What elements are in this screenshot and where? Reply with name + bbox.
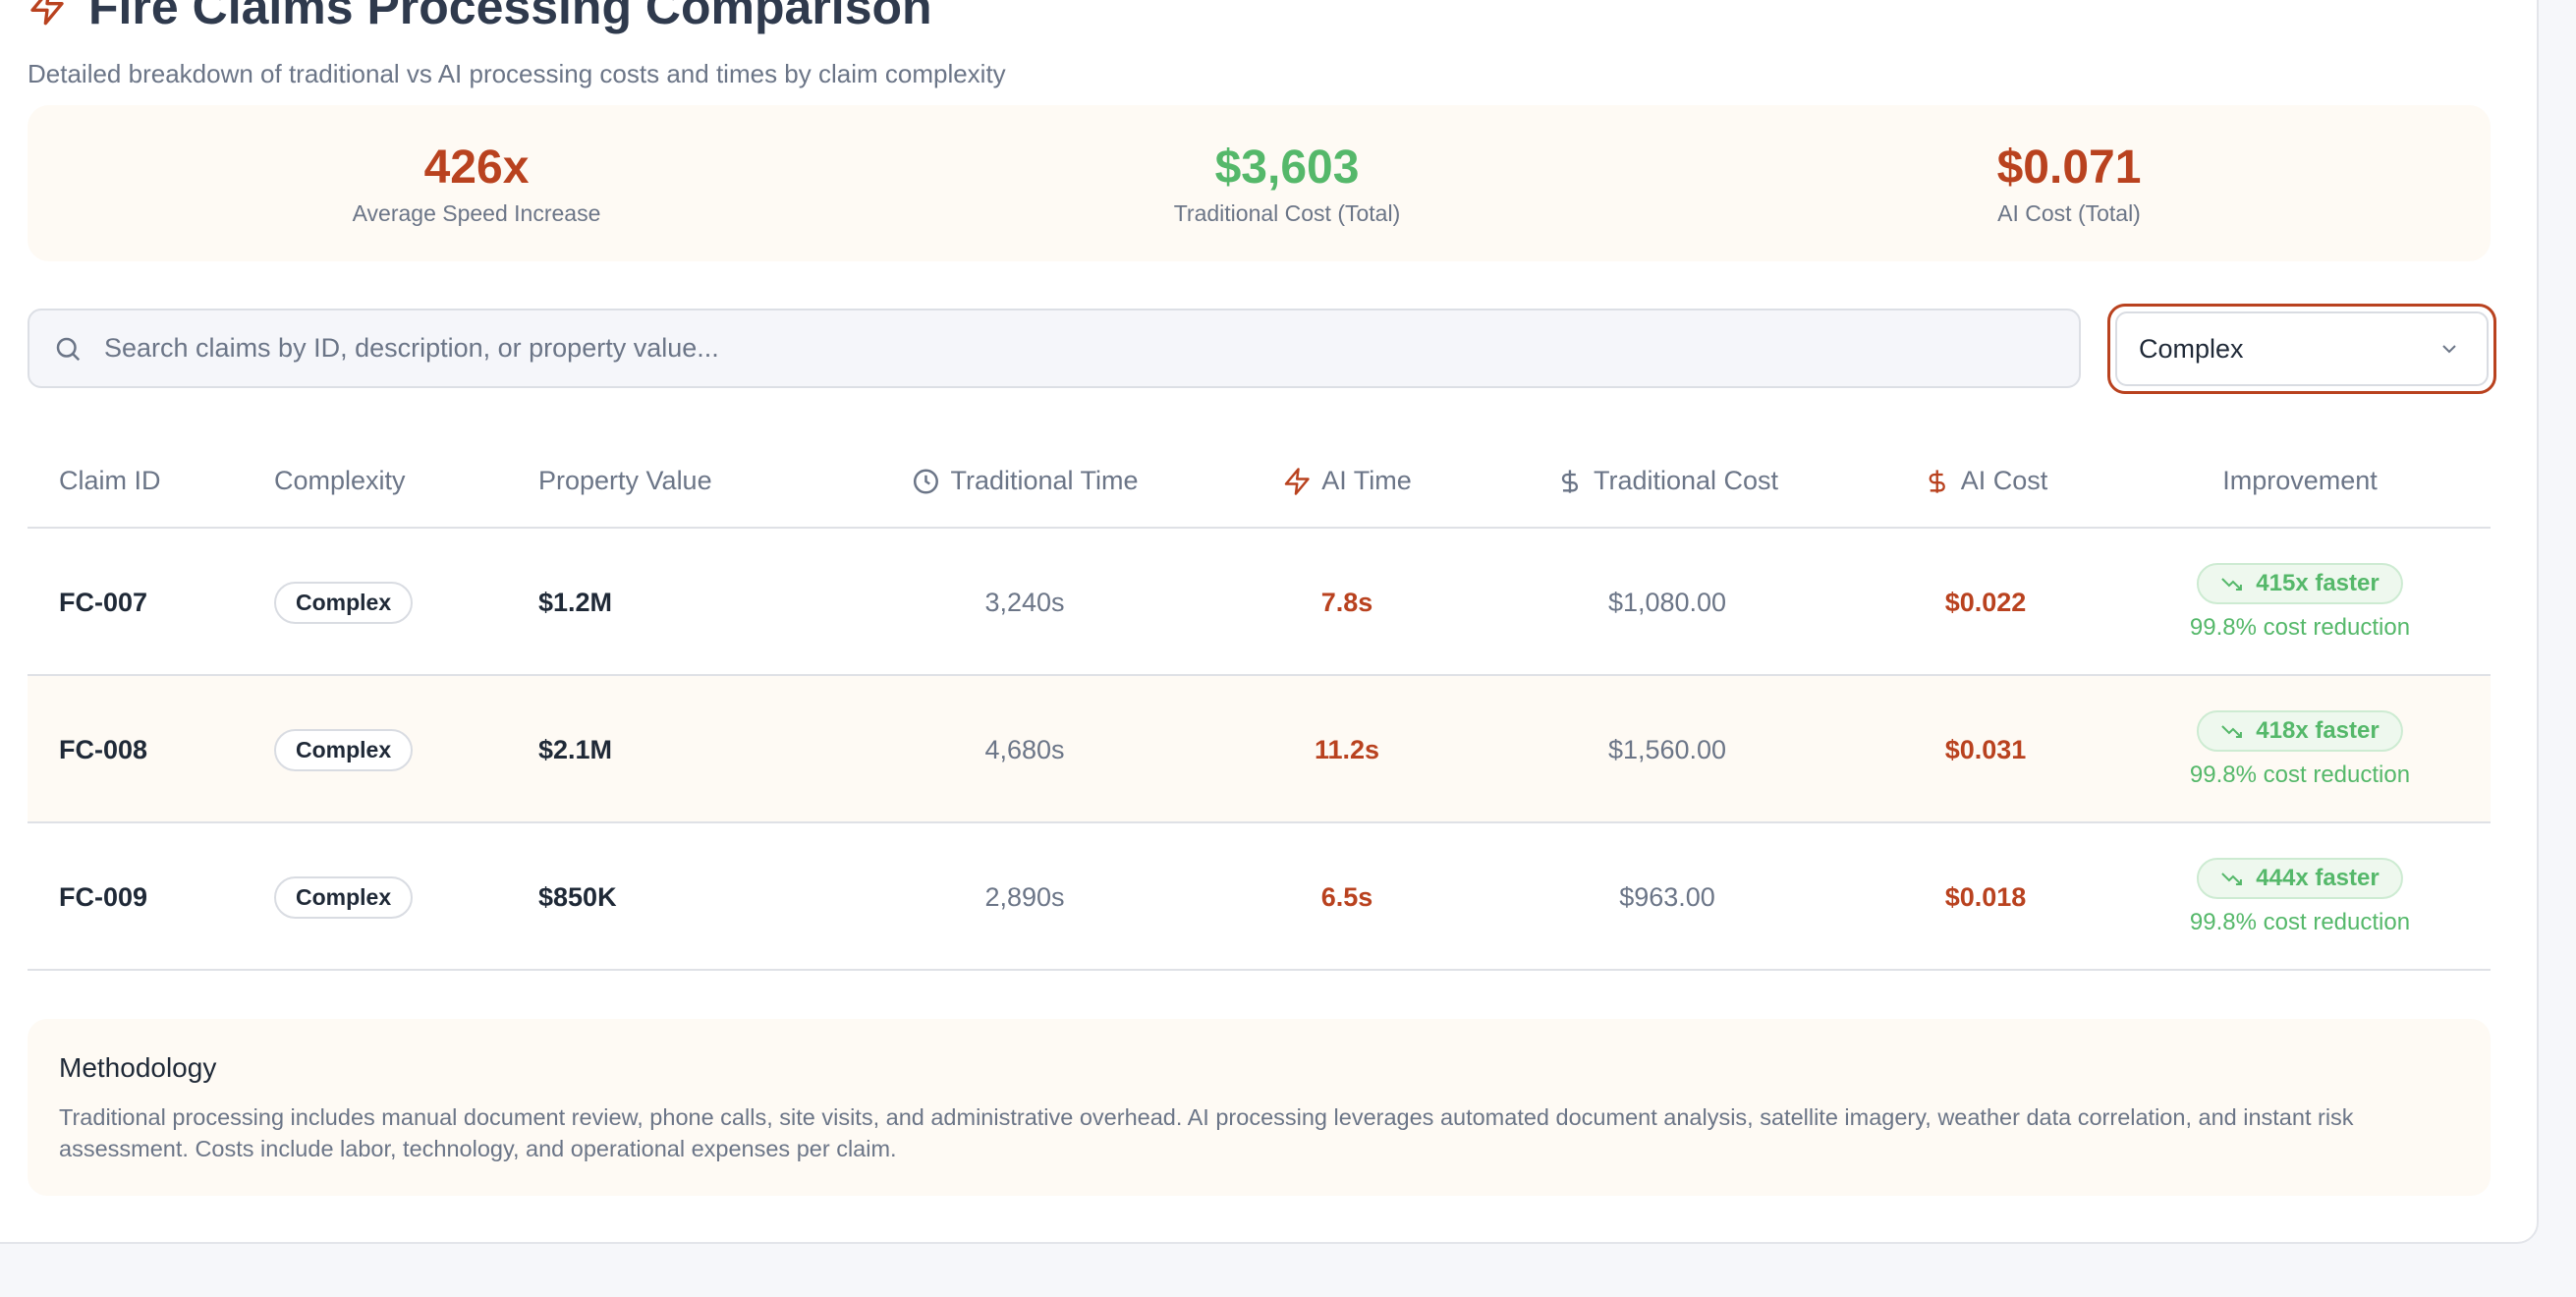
ai-cost: $0.031 xyxy=(1944,734,2027,764)
claim-id: FC-008 xyxy=(59,734,148,764)
title-text: Fire Claims Processing Comparison xyxy=(88,0,932,34)
improvement-cell: 418x faster 99.8% cost reduction xyxy=(2190,676,2410,823)
complexity-badge: Complex xyxy=(274,728,414,771)
traditional-cost: $1,560.00 xyxy=(1607,734,1727,764)
header-ai-cost: AI Cost xyxy=(1924,466,2048,496)
traditional-time: 4,680s xyxy=(984,734,1065,764)
ai-cost: $0.018 xyxy=(1944,881,2027,912)
property-value: $1.2M xyxy=(538,587,613,617)
header-property-value: Property Value xyxy=(538,466,712,495)
header-complexity: Complexity xyxy=(274,466,406,495)
zap-icon xyxy=(30,0,64,26)
ai-time: 11.2s xyxy=(1314,734,1380,764)
traditional-cost: $1,080.00 xyxy=(1607,587,1727,617)
methodology-title: Methodology xyxy=(59,1052,217,1083)
methodology-text: Traditional processing includes manual d… xyxy=(59,1104,2354,1161)
header-claim-id: Claim ID xyxy=(59,466,161,495)
header-label: Traditional Cost xyxy=(1593,466,1779,495)
trending-down-icon xyxy=(2221,873,2243,885)
table-row[interactable]: FC-007 Complex $1.2M 3,240s 7.8s $1,080.… xyxy=(28,529,2491,676)
ai-time: 7.8s xyxy=(1320,587,1373,617)
ai-time: 6.5s xyxy=(1320,881,1373,912)
cost-reduction: 99.8% cost reduction xyxy=(2189,614,2411,641)
speed-badge: 444x faster xyxy=(2197,858,2403,899)
stat-label: AI Cost (Total) xyxy=(1997,200,2141,226)
complexity-filter[interactable]: Complex xyxy=(2107,304,2496,394)
dollar-icon xyxy=(1929,469,1945,493)
search-input[interactable] xyxy=(104,333,1971,364)
search-box[interactable] xyxy=(28,309,2081,388)
improvement-cell: 415x faster 99.8% cost reduction xyxy=(2190,529,2410,676)
page-title: Fire Claims Processing Comparison xyxy=(28,0,932,35)
header-label: AI Time xyxy=(1321,466,1412,495)
traditional-time: 2,890s xyxy=(984,881,1065,912)
header-improvement: Improvement xyxy=(2222,466,2378,495)
stat-ai-cost: $0.071 AI Cost (Total) xyxy=(1774,141,2364,227)
stat-value: $0.071 xyxy=(1996,141,2142,194)
claim-id: FC-009 xyxy=(59,881,148,912)
stat-speed: 426x Average Speed Increase xyxy=(182,141,771,227)
stat-value: 426x xyxy=(423,141,530,194)
table-row[interactable]: FC-008 Complex $2.1M 4,680s 11.2s $1,560… xyxy=(28,676,2491,823)
complexity-cell: Complex xyxy=(274,823,414,971)
stat-label: Average Speed Increase xyxy=(352,200,601,226)
speed-text: 415x faster xyxy=(2256,570,2380,596)
clock-icon xyxy=(913,469,938,493)
stat-label: Traditional Cost (Total) xyxy=(1173,200,1401,226)
table-row[interactable]: FC-009 Complex $850K 2,890s 6.5s $963.00… xyxy=(28,823,2491,971)
traditional-time: 3,240s xyxy=(984,587,1065,617)
improvement-cell: 444x faster 99.8% cost reduction xyxy=(2190,823,2410,971)
stat-value: $3,603 xyxy=(1214,141,1360,194)
page-subtitle: Detailed breakdown of traditional vs AI … xyxy=(28,59,1006,88)
speed-badge: 415x faster xyxy=(2197,563,2403,604)
header-traditional-cost: Traditional Cost xyxy=(1556,466,1778,496)
property-value: $850K xyxy=(538,881,617,912)
speed-text: 444x faster xyxy=(2256,865,2380,891)
traditional-cost: $963.00 xyxy=(1619,881,1715,912)
stat-traditional-cost: $3,603 Traditional Cost (Total) xyxy=(992,141,1582,227)
methodology-box: Methodology Traditional processing inclu… xyxy=(28,1019,2491,1196)
header-ai-time: AI Time xyxy=(1282,466,1412,496)
search-icon xyxy=(56,337,81,361)
dollar-icon xyxy=(1561,469,1579,493)
complexity-cell: Complex xyxy=(274,676,414,823)
speed-badge: 418x faster xyxy=(2197,710,2403,752)
complexity-cell: Complex xyxy=(274,529,414,676)
complexity-badge: Complex xyxy=(274,581,414,624)
complexity-badge: Complex xyxy=(274,875,414,919)
filter-selected-value: Complex xyxy=(2139,333,2244,364)
property-value: $2.1M xyxy=(538,734,613,764)
table-header: Claim ID Complexity Property Value Tradi… xyxy=(28,452,2491,529)
header-traditional-time: Traditional Time xyxy=(911,466,1139,496)
cost-reduction: 99.8% cost reduction xyxy=(2189,909,2411,935)
summary-stats: 426x Average Speed Increase $3,603 Tradi… xyxy=(28,105,2491,261)
header-label: AI Cost xyxy=(1960,466,2048,495)
trending-down-icon xyxy=(2221,578,2243,591)
ai-cost: $0.022 xyxy=(1944,587,2027,617)
speed-text: 418x faster xyxy=(2256,717,2380,744)
claim-id: FC-007 xyxy=(59,587,148,617)
trending-down-icon xyxy=(2221,725,2243,738)
header-label: Traditional Time xyxy=(950,466,1139,495)
chevron-down-icon xyxy=(2442,345,2456,354)
zap-icon xyxy=(1284,467,1310,495)
cost-reduction: 99.8% cost reduction xyxy=(2189,761,2411,788)
